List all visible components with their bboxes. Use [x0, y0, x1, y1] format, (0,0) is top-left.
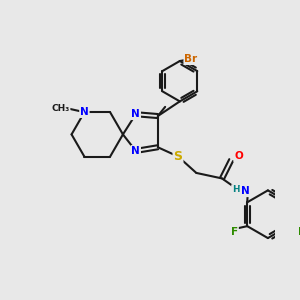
Text: H: H: [232, 185, 240, 194]
Text: N: N: [80, 107, 89, 117]
Text: Br: Br: [184, 54, 197, 64]
Text: N: N: [131, 109, 140, 119]
Text: S: S: [173, 150, 182, 163]
Text: F: F: [231, 227, 238, 237]
Text: F: F: [298, 227, 300, 237]
Text: N: N: [131, 146, 140, 156]
Text: N: N: [241, 186, 249, 196]
Text: CH₃: CH₃: [51, 104, 70, 113]
Text: O: O: [234, 152, 243, 161]
